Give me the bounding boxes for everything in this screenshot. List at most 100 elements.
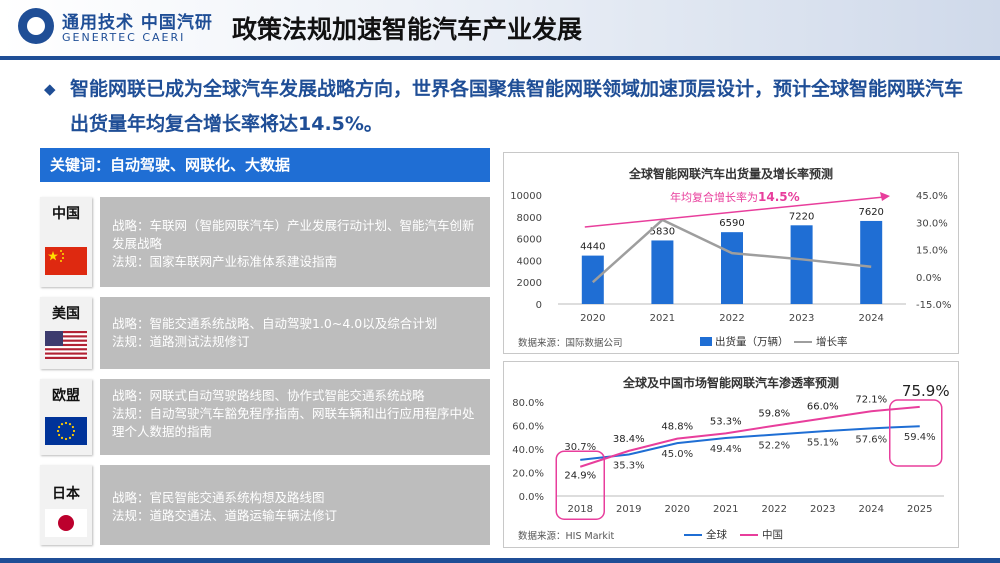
header-divider: [0, 56, 1000, 60]
global-value-label: 45.0%: [661, 449, 693, 460]
china-value-label: 75.9%: [902, 382, 950, 400]
penetration-chart: 80.0% 60.0% 40.0% 20.0% 0.0% 2018 2019 2020 2021…: [512, 382, 950, 520]
china-value-label: 59.8%: [758, 409, 790, 420]
eu-flag-icon: [45, 417, 87, 445]
x-tick-label: 2019: [616, 504, 641, 515]
country-name-usa: 美国: [52, 306, 80, 322]
x-tick-label: 2025: [907, 504, 932, 515]
china-value-label: 48.8%: [661, 422, 693, 433]
highlight-2018-box: [555, 450, 605, 520]
x-tick-label: 2020: [665, 504, 690, 515]
x-tick-label: 2021: [650, 313, 675, 324]
china-value-label: 38.4%: [613, 434, 645, 445]
global-value-label: 59.4%: [904, 432, 936, 443]
x-tick-label: 2022: [762, 504, 787, 515]
policy-usa: 战略：智能交通系统战略、自动驾驶1.0~4.0以及综合计划 法规：道路测试法规修…: [100, 297, 490, 369]
country-eu: 欧盟: [40, 379, 92, 455]
policy-japan: 战略：官民智能交通系统构想及路线图 法规：道路交通法、道路运输车辆法修订: [100, 465, 490, 545]
y2-tick-label: 0.0%: [916, 273, 941, 284]
y2-tick-label: 15.0%: [916, 246, 948, 257]
country-china: 中国: [40, 197, 92, 287]
x-tick-label: 2020: [580, 313, 605, 324]
x-tick-label: 2023: [810, 504, 835, 515]
y-tick-label: 60.0%: [512, 422, 544, 433]
policy-usa-law: 法规：道路测试法规修订: [112, 334, 250, 349]
bar-value-label: 4440: [580, 242, 605, 253]
shipment-chart-source: 数据来源：国际数据公司: [518, 338, 623, 349]
y-tick-label: 40.0%: [512, 445, 544, 456]
logo-text-en: GENERTEC CAERI: [62, 31, 186, 44]
policy-japan-law: 法规：道路交通法、道路运输车辆法修订: [112, 508, 338, 523]
legend-growth: 增长率: [816, 336, 848, 348]
penetration-chart-card: 全球及中国市场智能网联汽车渗透率预测 80.0% 60.0% 40.0% 20.0% 0…: [503, 361, 959, 548]
footer-divider: [0, 558, 1000, 563]
bar-value-label: 5830: [650, 226, 675, 237]
y-tick-label: 80.0%: [512, 398, 544, 409]
x-tick-label: 2018: [568, 504, 593, 515]
penetration-chart-title: 全球及中国市场智能网联汽车渗透率预测: [622, 376, 839, 390]
y-tick-label: 0.0%: [519, 492, 544, 503]
policy-china-law: 法规：国家车联网产业标准体系建设指南: [112, 254, 338, 269]
policy-china: 战略：车联网（智能网联汽车）产业发展行动计划、智能汽车创新发展战略 法规：国家车…: [100, 197, 490, 287]
bar: [860, 220, 883, 304]
y-tick-label: 20.0%: [512, 469, 544, 480]
usa-flag-icon: [45, 331, 87, 359]
country-name-china: 中国: [52, 206, 80, 222]
legend-line-swatch: [794, 341, 812, 343]
x-tick-label: 2024: [859, 504, 884, 515]
shipment-chart-card: 全球智能网联汽车出货量及增长率预测 10000 8000 6000 4000 2000 0…: [503, 152, 959, 354]
growth-rate-line: [591, 218, 872, 284]
y-tick-label: 6000: [517, 235, 542, 246]
policy-japan-strategy: 战略：官民智能交通系统构想及路线图: [112, 490, 325, 505]
keywords-bar: 关键词：自动驾驶、网联化、大数据: [40, 148, 490, 182]
global-value-label: 57.6%: [855, 434, 887, 445]
bar: [790, 225, 813, 304]
global-value-label: 30.7%: [564, 442, 596, 453]
china-value-label: 72.1%: [855, 394, 887, 405]
cagr-annotation: 年均复合增长率为14.5%: [670, 190, 800, 204]
china-value-label: 53.3%: [710, 416, 742, 427]
china-value-label: 24.9%: [564, 471, 596, 482]
shipment-chart: 10000 8000 6000 4000 2000 0 45.0% 30.0% 15.0% 0.0…: [510, 190, 951, 324]
global-value-label: 52.2%: [758, 441, 790, 452]
policy-eu-law: 法规：自动驾驶汽车豁免程序指南、网联车辆和出行应用程序中处理个人数据的指南: [112, 406, 475, 439]
policy-usa-strategy: 战略：智能交通系统战略、自动驾驶1.0~4.0以及综合计划: [112, 316, 438, 331]
bar: [581, 255, 604, 304]
global-value-label: 55.1%: [807, 437, 839, 448]
bar: [721, 232, 743, 304]
x-tick-label: 2022: [719, 313, 744, 324]
bar: [651, 240, 674, 304]
y-tick-label: 2000: [517, 278, 542, 289]
intro-text: 智能网联已成为全球汽车发展战略方向，世界各国聚焦智能网联领域加速顶层设计，预计全…: [70, 78, 964, 135]
y2-tick-label: 45.0%: [916, 191, 948, 202]
policy-china-strategy: 战略：车联网（智能网联汽车）产业发展行动计划、智能汽车创新发展战略: [112, 218, 475, 251]
legend-shipment: 出货量（万辆）: [715, 336, 789, 348]
genertec-logo-icon: [18, 8, 54, 44]
legend-global-swatch: [684, 534, 702, 536]
china-value-label: 66.0%: [807, 401, 839, 412]
header-bar: [0, 0, 1000, 56]
bar-value-label: 7220: [789, 211, 814, 222]
bar-value-label: 6590: [719, 218, 744, 229]
global-value-label: 49.4%: [710, 444, 742, 455]
y-tick-label: 0: [536, 300, 542, 311]
page-title: 政策法规加速智能汽车产业发展: [232, 15, 583, 44]
legend-china-swatch: [740, 534, 758, 536]
legend-global: 全球: [706, 529, 727, 541]
x-tick-label: 2023: [789, 313, 814, 324]
y2-tick-label: -15.0%: [916, 300, 951, 311]
x-tick-label: 2024: [858, 313, 883, 324]
cagr-arrowhead-icon: [880, 192, 890, 201]
country-japan: 日本: [40, 465, 92, 545]
x-tick-label: 2021: [713, 504, 738, 515]
policy-eu: 战略：网联式自动驾驶路线图、协作式智能交通系统战略 法规：自动驾驶汽车豁免程序指…: [100, 379, 490, 455]
y-tick-label: 4000: [517, 256, 542, 267]
legend-bar-swatch: [700, 337, 712, 346]
global-series-line: [580, 425, 920, 461]
logo-text-cn: 通用技术 中国汽研: [62, 13, 213, 33]
y-tick-label: 10000: [510, 191, 542, 202]
y-tick-label: 8000: [517, 213, 542, 224]
country-name-eu: 欧盟: [52, 388, 80, 404]
shipment-chart-title: 全球智能网联汽车出货量及增长率预测: [628, 167, 833, 181]
china-flag-icon: [45, 247, 87, 275]
